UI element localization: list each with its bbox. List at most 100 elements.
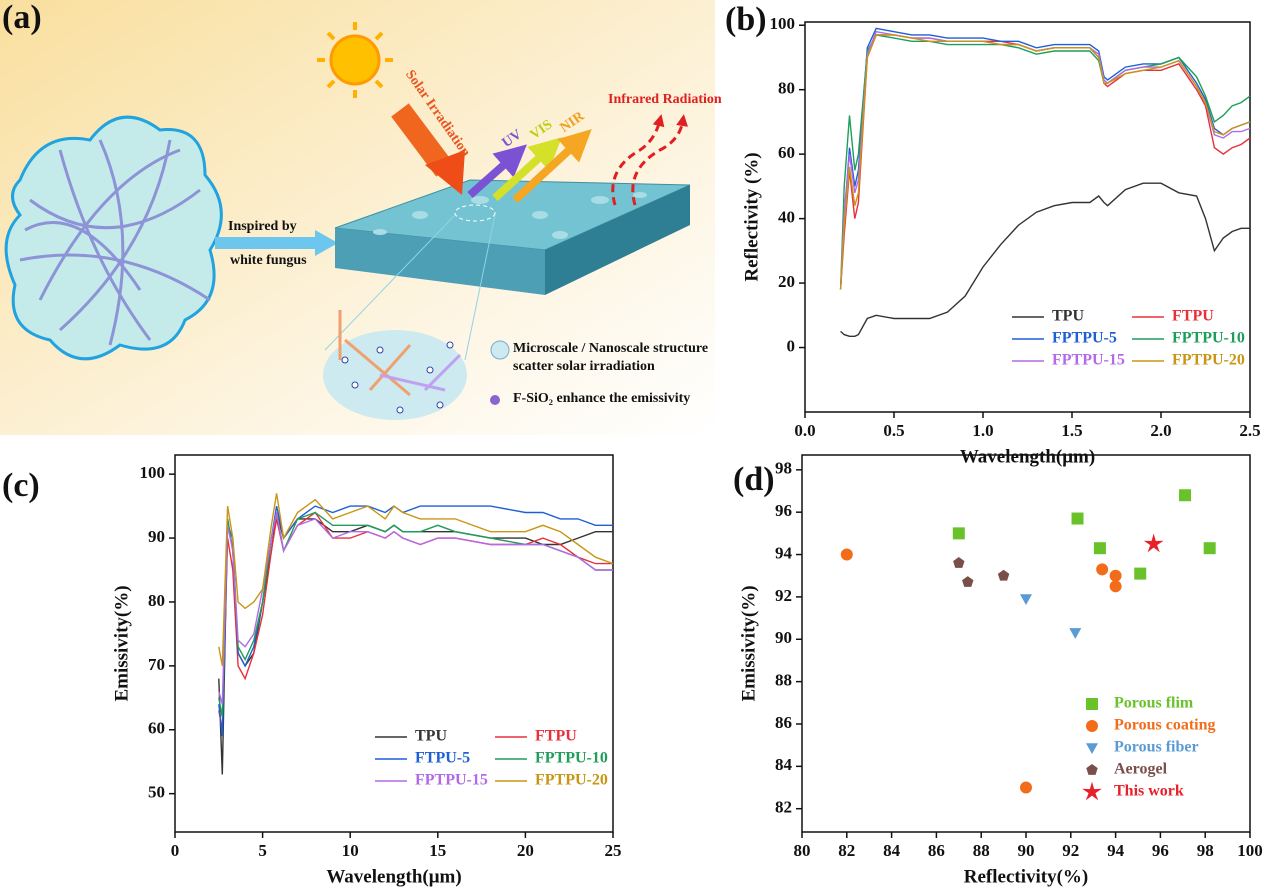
legend-label: TPU (1052, 308, 1084, 325)
legend-label: This work (1114, 783, 1184, 800)
y-tick-label: 70 (148, 655, 165, 674)
marker (1134, 567, 1147, 580)
legend-label: TPU (415, 728, 447, 745)
y-axis-title: Emissivity(%) (111, 585, 132, 701)
legend-label: FPTPU-10 (1172, 330, 1245, 347)
solar-arrow (391, 103, 454, 177)
x-tick-label: 15 (429, 841, 446, 860)
panel-label: (b) (725, 1, 767, 38)
marker (1109, 580, 1122, 593)
y-tick-label: 50 (148, 783, 165, 802)
marker (953, 557, 965, 568)
series-line (218, 493, 614, 667)
icon (490, 340, 510, 360)
zoom-line (324, 214, 456, 351)
label: Microscale / Nanoscale structure (513, 341, 708, 356)
x-tick-label: 98 (1197, 841, 1214, 860)
panel-label: (d) (733, 461, 775, 498)
x-axis-title: Wavelength(μm) (326, 866, 461, 887)
x-tick-label: 10 (342, 841, 359, 860)
legend-label: FTPU (1172, 308, 1214, 325)
legend-label: FPTPU-10 (535, 750, 608, 767)
panel-label: (c) (2, 467, 40, 504)
legend-swatch (1086, 743, 1098, 754)
icon (490, 395, 500, 405)
inset (323, 330, 467, 420)
y-tick-label: 20 (778, 272, 795, 291)
y-tick-label: 92 (775, 586, 792, 605)
y-tick-label: 80 (148, 591, 165, 610)
series-line (839, 34, 1251, 290)
x-tick-label: 88 (973, 841, 990, 860)
y-tick-label: 100 (140, 463, 166, 482)
x-tick-label: 1.5 (1061, 421, 1082, 440)
y-tick-label: 98 (775, 459, 792, 478)
ir-arrow (611, 114, 665, 206)
x-tick-label: 86 (928, 841, 945, 860)
arrow-head (315, 230, 338, 256)
uv-arrow (467, 144, 527, 198)
x-tick-label: 90 (1018, 841, 1035, 860)
series-line (839, 34, 1251, 290)
marker (1071, 512, 1084, 525)
legend-swatch (1086, 698, 1098, 710)
marker (1143, 533, 1164, 553)
x-tick-label: 82 (838, 841, 855, 860)
plot-frame (801, 454, 1251, 833)
x-tick-label: 96 (1152, 841, 1169, 860)
legend-label: FPTPU-15 (1052, 352, 1125, 369)
y-tick-label: 84 (775, 755, 793, 774)
x-tick-label: 20 (517, 841, 534, 860)
marker (1093, 542, 1106, 555)
pores (373, 192, 647, 239)
marker (1109, 569, 1122, 582)
marker (1069, 628, 1082, 639)
legend-label: Aerogel (1114, 761, 1168, 778)
slab-front (335, 228, 545, 295)
y-tick-label: 0 (787, 336, 796, 355)
y-tick-label: 96 (775, 501, 792, 520)
legend-label: FTPU-5 (415, 750, 470, 767)
legend-label: FPTPU-15 (415, 772, 488, 789)
x-axis-title: Wavelength(μm) (960, 446, 1095, 467)
y-tick-label: 86 (775, 713, 792, 732)
label: white fungus (230, 253, 307, 268)
marker (1203, 542, 1216, 555)
x-tick-label: 84 (883, 841, 901, 860)
y-tick-label: 40 (778, 208, 795, 227)
label: scatter solar irradiation (513, 359, 655, 374)
legend-label: FPTPU-20 (535, 772, 608, 789)
legend-label: Porous coating (1114, 717, 1215, 734)
plot-frame (804, 21, 1251, 413)
y-tick-label: 94 (775, 543, 793, 562)
marker (962, 576, 974, 587)
x-tick-label: 80 (794, 841, 811, 860)
x-tick-label: 5 (258, 841, 267, 860)
y-tick-label: 90 (148, 527, 165, 546)
sun-rays (317, 22, 393, 98)
x-tick-label: 0.0 (794, 421, 815, 440)
legend-swatch (1082, 781, 1102, 801)
series-line (840, 182, 1250, 337)
x-tick-label: 0.5 (883, 421, 904, 440)
marker (952, 527, 965, 540)
fibers (19, 139, 211, 346)
marker (1020, 594, 1032, 606)
inset-particles (341, 341, 454, 414)
series-line (218, 511, 613, 730)
label: Infrared Radiation (608, 92, 722, 107)
x-tick-label: 1.0 (972, 421, 993, 440)
y-tick-label: 80 (778, 79, 795, 98)
marker (840, 548, 853, 561)
y-tick-label: 60 (148, 719, 165, 738)
legend-swatch (1086, 764, 1098, 775)
y-axis-title: Emissivity(%) (738, 585, 759, 701)
legend-label: FPTPU-20 (1172, 352, 1245, 369)
x-tick-label: 94 (1107, 841, 1125, 860)
marker (1179, 489, 1192, 502)
nir-arrow (512, 129, 592, 203)
marker (997, 569, 1010, 581)
x-tick-label: 2.5 (1239, 421, 1260, 440)
slab-side (545, 185, 690, 295)
fungus (4, 115, 223, 361)
